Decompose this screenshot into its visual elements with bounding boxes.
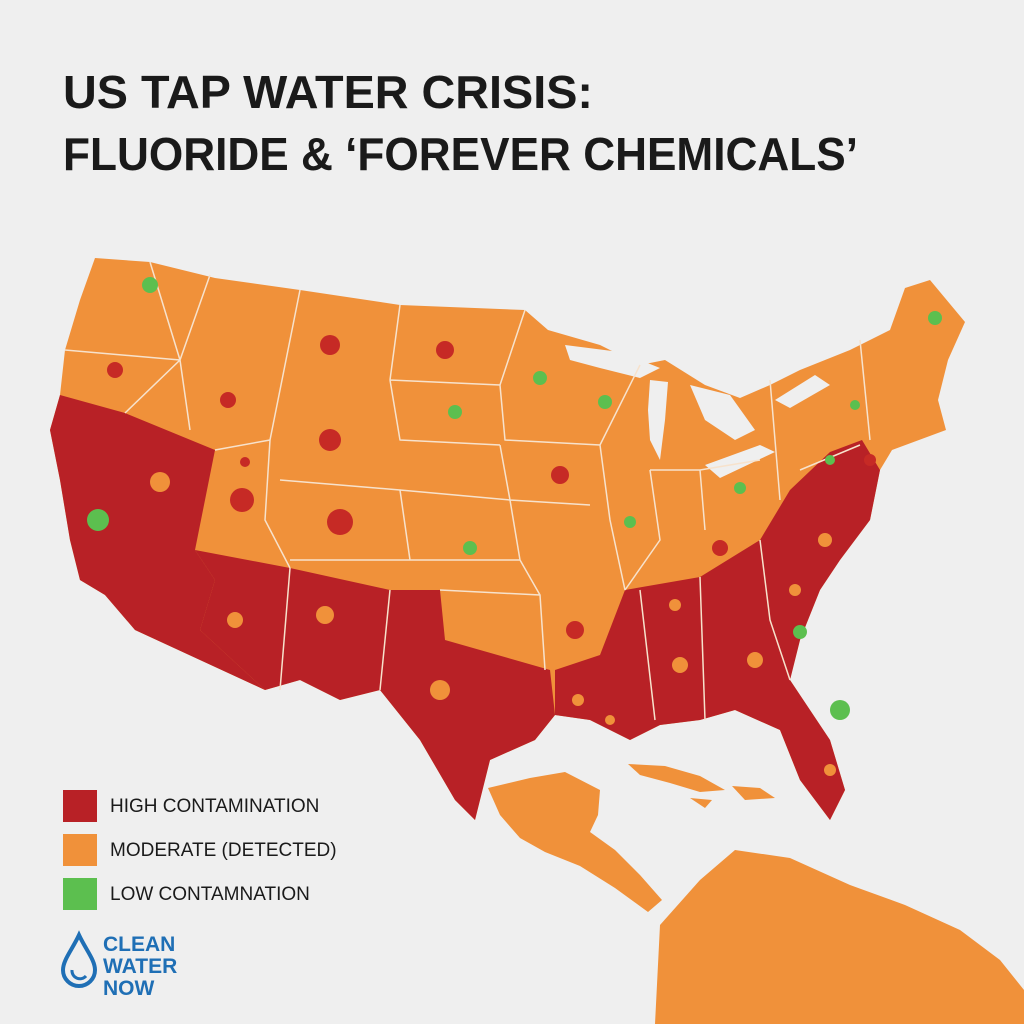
logo-icon-wave xyxy=(70,969,88,981)
lake xyxy=(690,385,755,440)
legend-swatch xyxy=(63,834,97,866)
lake xyxy=(565,345,660,378)
legend-label: MODERATE (DETECTED) xyxy=(110,840,337,861)
lake xyxy=(775,375,830,408)
legend-swatch xyxy=(63,878,97,910)
region-high xyxy=(50,395,265,690)
central-america xyxy=(488,772,662,912)
lake xyxy=(648,380,668,460)
legend-swatch xyxy=(63,790,97,822)
title-line: US TAP WATER CRISIS: xyxy=(63,66,593,118)
hotspots-low xyxy=(87,277,942,720)
region-high xyxy=(195,550,555,820)
region-high xyxy=(555,440,880,820)
island xyxy=(628,764,725,792)
hotspots-moderate xyxy=(150,472,836,776)
logo-icon xyxy=(60,930,98,988)
island xyxy=(690,798,712,808)
legend-label: LOW CONTAMNATION xyxy=(110,884,310,905)
logo-text: WATER xyxy=(103,955,177,978)
lake xyxy=(705,445,775,478)
south-america xyxy=(655,850,1024,1024)
island xyxy=(732,786,775,800)
logo: CLEAN WATER NOW xyxy=(60,930,177,1000)
logo-text: CLEAN xyxy=(103,933,175,956)
map xyxy=(50,258,1024,1024)
title-line: FLUORIDE & ‘FOREVER CHEMICALS’ xyxy=(63,128,858,180)
hotspots xyxy=(107,335,876,639)
logo-text: NOW xyxy=(103,977,155,1000)
legend: HIGH CONTAMINATION MODERATE (DETECTED) LOW… xyxy=(63,790,337,910)
legend-label: HIGH CONTAMINATION xyxy=(110,796,319,817)
